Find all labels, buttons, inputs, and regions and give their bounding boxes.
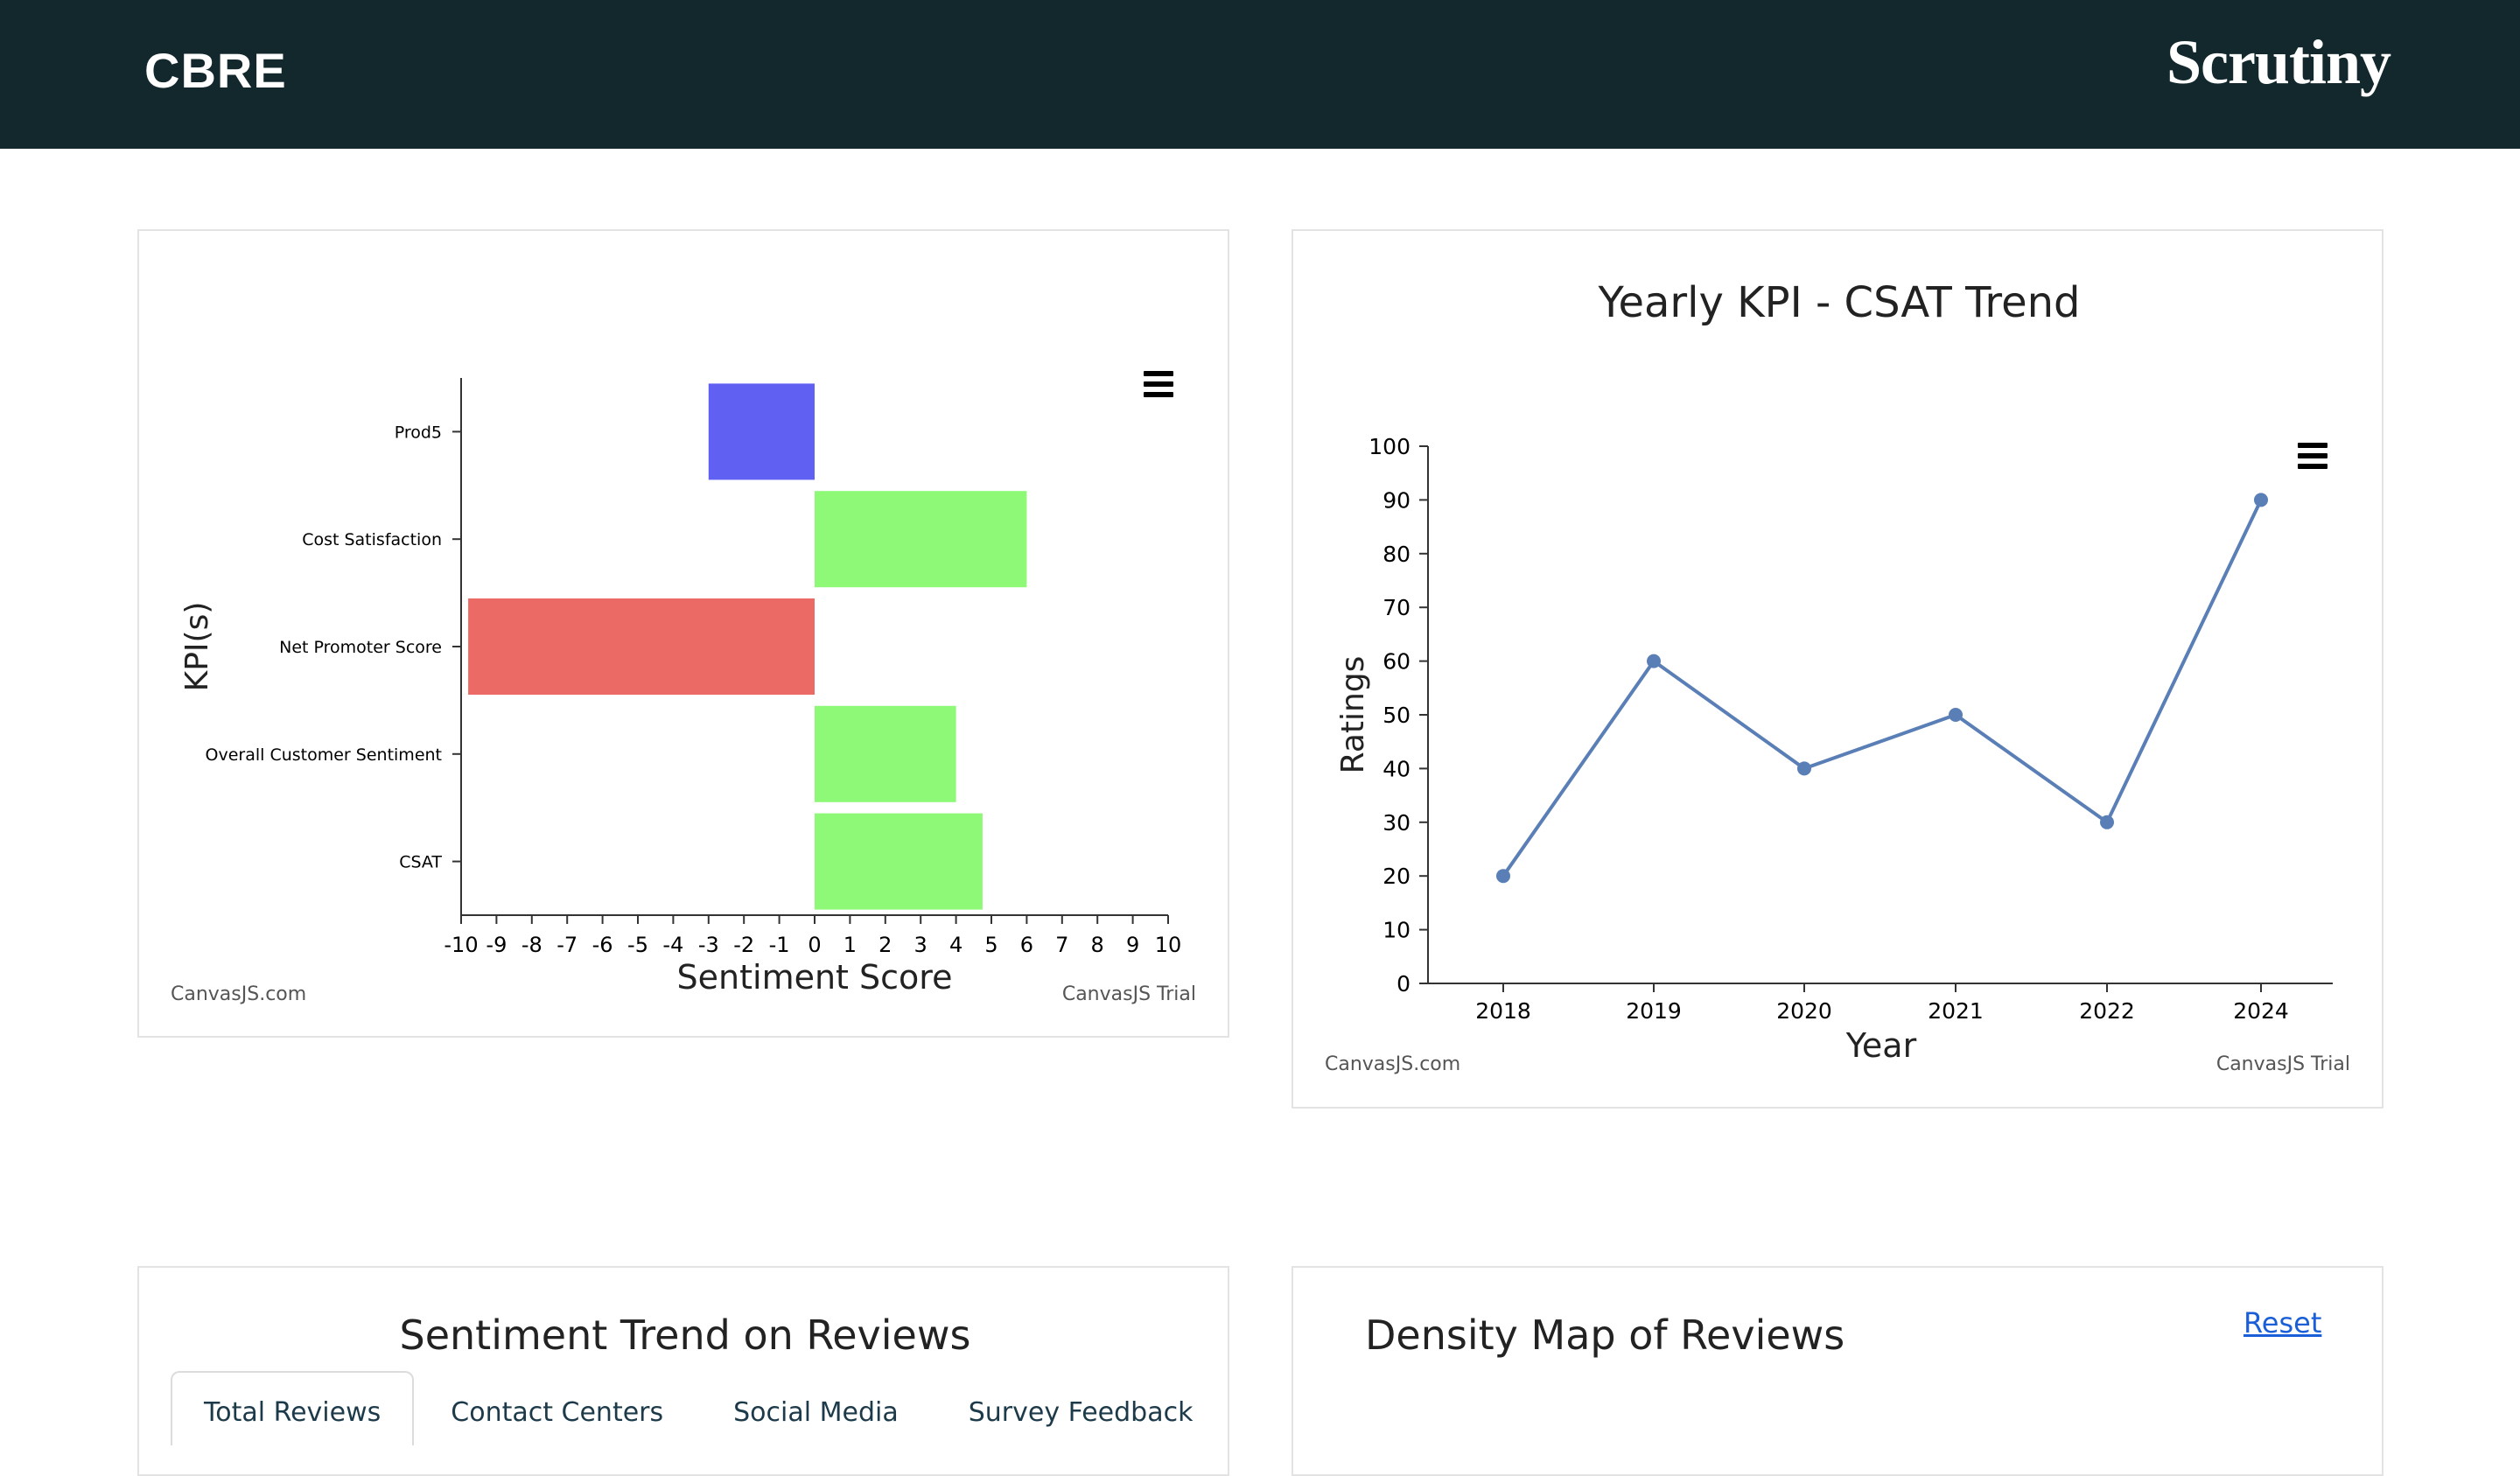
sentiment-tabs: Total Reviews Contact Centers Social Med…	[171, 1371, 1229, 1445]
y-tick-label: 70	[1382, 595, 1410, 620]
tab-survey-feedback[interactable]: Survey Feedback	[968, 1397, 1194, 1428]
x-tick-label: 2	[878, 933, 892, 957]
reset-link[interactable]: Reset	[2244, 1306, 2322, 1340]
data-point	[2100, 815, 2114, 829]
y-tick-label: 90	[1382, 487, 1410, 513]
canvasjs-credit[interactable]: CanvasJS.com	[1325, 1053, 1461, 1075]
series-line	[1502, 499, 2263, 878]
y-axis-title: KPI(s)	[179, 602, 215, 692]
density-map-card: Density Map of Reviews Reset	[1292, 1266, 2384, 1476]
category-label: Cost Satisfaction	[302, 530, 442, 549]
hamburger-menu-icon[interactable]	[2298, 443, 2328, 469]
x-tick-label: 1	[844, 933, 857, 957]
bar	[815, 491, 1027, 588]
tab-total-reviews[interactable]: Total Reviews	[171, 1371, 415, 1445]
x-axis-title: Sentiment Score	[677, 958, 953, 997]
density-map-title: Density Map of Reviews	[1365, 1312, 1845, 1359]
data-point	[1797, 761, 1811, 776]
y-tick-label: 0	[1396, 971, 1410, 997]
x-tick-label: -2	[733, 933, 754, 957]
tab-social-media[interactable]: Social Media	[733, 1397, 899, 1428]
x-tick-label: 9	[1126, 933, 1139, 957]
x-tick-label: -3	[698, 933, 719, 957]
data-point	[2254, 493, 2268, 507]
y-tick-label: 20	[1382, 864, 1410, 889]
x-tick-label: -6	[592, 933, 613, 957]
bar	[708, 383, 815, 480]
x-tick-label: 2024	[2233, 998, 2289, 1024]
y-tick-label: 40	[1382, 756, 1410, 781]
x-tick-label: 6	[1020, 933, 1033, 957]
x-tick-label: 0	[808, 933, 821, 957]
data-point	[1647, 654, 1661, 668]
canvasjs-trial-label: CanvasJS Trial	[1061, 983, 1196, 1005]
data-point	[1949, 708, 1963, 722]
sentiment-score-card: Prod5 Cost Satisfaction Net Promoter Score…	[137, 229, 1229, 1038]
y-tick-label: 10	[1382, 918, 1410, 943]
hamburger-menu-icon[interactable]	[1144, 371, 1173, 397]
x-tick-label: 8	[1091, 933, 1104, 957]
x-tick-label: 3	[914, 933, 928, 957]
sentiment-trend-title: Sentiment Trend on Reviews	[399, 1312, 971, 1359]
x-tick-label: 2018	[1475, 998, 1531, 1024]
sentiment-trend-card: Sentiment Trend on Reviews Total Reviews…	[137, 1266, 1229, 1476]
canvasjs-trial-label: CanvasJS Trial	[2216, 1053, 2350, 1075]
canvasjs-credit[interactable]: CanvasJS.com	[171, 983, 307, 1005]
scrutiny-logo[interactable]: Scrutiny	[2166, 27, 2391, 97]
y-tick-label: 100	[1368, 434, 1410, 459]
y-tick-label: 50	[1382, 703, 1410, 728]
csat-line-chart: Yearly KPI - CSAT Trend 0 10 20 30 40 50 60 70 80…	[1335, 278, 2333, 1065]
category-label: Overall Customer Sentiment	[206, 745, 442, 765]
top-header: CBRE Scrutiny	[0, 0, 2520, 149]
bar	[468, 598, 815, 695]
x-tick-label: -4	[662, 933, 683, 957]
bar	[815, 813, 983, 910]
x-tick-label: 2020	[1776, 998, 1832, 1024]
sentiment-bar-chart: Prod5 Cost Satisfaction Net Promoter Score…	[179, 378, 1182, 997]
x-tick-label: 2019	[1626, 998, 1682, 1024]
chart-title: Yearly KPI - CSAT Trend	[1598, 278, 2081, 327]
category-label: Net Promoter Score	[279, 638, 442, 657]
x-tick-label: 5	[984, 933, 998, 957]
x-tick-label: 2022	[2079, 998, 2135, 1024]
x-tick-label: -8	[522, 933, 542, 957]
tab-contact-centers[interactable]: Contact Centers	[451, 1397, 664, 1428]
data-point	[1496, 869, 1510, 884]
y-tick-label: 60	[1382, 649, 1410, 675]
bar	[815, 705, 956, 802]
y-tick-label: 30	[1382, 810, 1410, 836]
y-tick-label: 80	[1382, 542, 1410, 567]
category-label: Prod5	[395, 423, 442, 442]
x-tick-label: 7	[1055, 933, 1068, 957]
x-tick-label: -10	[444, 933, 478, 957]
x-tick-label: -9	[486, 933, 507, 957]
csat-trend-card: Yearly KPI - CSAT Trend 0 10 20 30 40 50 60 70 80…	[1292, 229, 2384, 1109]
x-tick-label: 2021	[1928, 998, 1984, 1024]
x-axis-title: Year	[1845, 1026, 1917, 1065]
category-label: CSAT	[399, 853, 442, 872]
cbre-logo[interactable]: CBRE	[144, 43, 287, 98]
x-tick-label: -5	[627, 933, 648, 957]
y-axis-title: Ratings	[1335, 656, 1371, 774]
x-tick-label: -7	[556, 933, 578, 957]
x-tick-label: -1	[769, 933, 790, 957]
x-tick-label: 10	[1155, 933, 1182, 957]
x-tick-label: 4	[949, 933, 962, 957]
